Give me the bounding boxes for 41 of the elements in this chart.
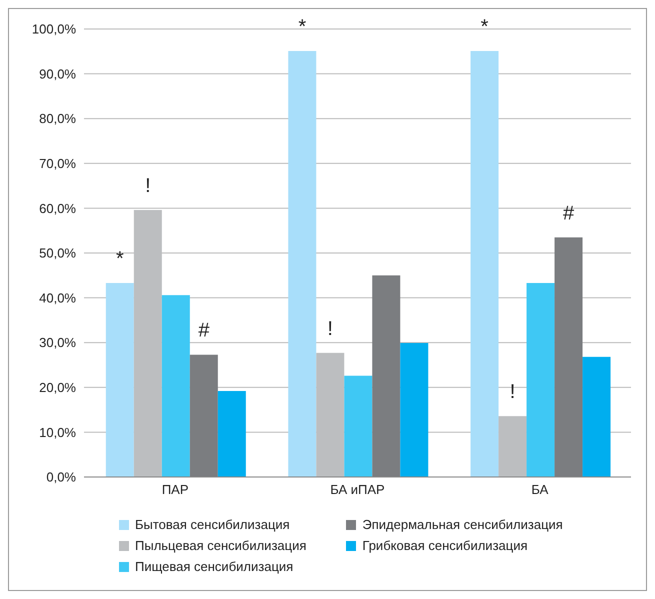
bar: [190, 354, 218, 477]
bar: [400, 343, 428, 477]
data-label: *: [298, 16, 306, 38]
bar: [106, 283, 134, 477]
legend-label: Бытовая сенсибилизация: [135, 517, 290, 532]
y-tick-label: 30,0%: [39, 335, 76, 350]
bar: [288, 50, 316, 477]
bar: [498, 416, 527, 477]
bar: [582, 356, 611, 477]
data-label: #: [198, 320, 210, 342]
data-label: #: [562, 202, 575, 224]
data-label: !: [327, 318, 333, 340]
bar: [218, 390, 246, 477]
x-tick-label: БА иПАР: [330, 482, 385, 498]
bar: [344, 376, 372, 477]
x-tick-label: БА: [531, 482, 549, 498]
data-label: !: [510, 381, 516, 404]
bar: [372, 275, 400, 477]
y-tick-label: 40,0%: [39, 290, 76, 306]
bar: [470, 50, 499, 477]
y-tick-label: 100,0%: [32, 22, 76, 37]
y-tick-label: 20,0%: [39, 380, 76, 396]
y-tick-label: 90,0%: [39, 66, 76, 82]
bar: [526, 283, 555, 477]
y-tick-label: 0,0%: [46, 470, 76, 485]
legend-label: Пищевая сенсибилизация: [135, 559, 294, 574]
y-tick-label: 60,0%: [39, 200, 76, 216]
bar: [162, 295, 190, 477]
y-tick-label: 80,0%: [39, 111, 76, 126]
legend-label: Пыльцевая сенсибилизация: [135, 538, 306, 553]
legend-label: Грибковая сенсибилизация: [362, 538, 528, 553]
y-tick-label: 70,0%: [39, 156, 76, 172]
x-tick-label: ПАР: [162, 482, 189, 498]
data-label: *: [116, 248, 124, 270]
bar: [316, 352, 344, 477]
data-label: *: [480, 16, 489, 38]
data-label: !: [145, 174, 151, 197]
y-tick-label: 50,0%: [39, 246, 76, 261]
legend-label: Эпидермальная сенсибилизация: [362, 517, 563, 532]
y-tick-label: 10,0%: [39, 424, 76, 440]
bar: [554, 237, 583, 477]
